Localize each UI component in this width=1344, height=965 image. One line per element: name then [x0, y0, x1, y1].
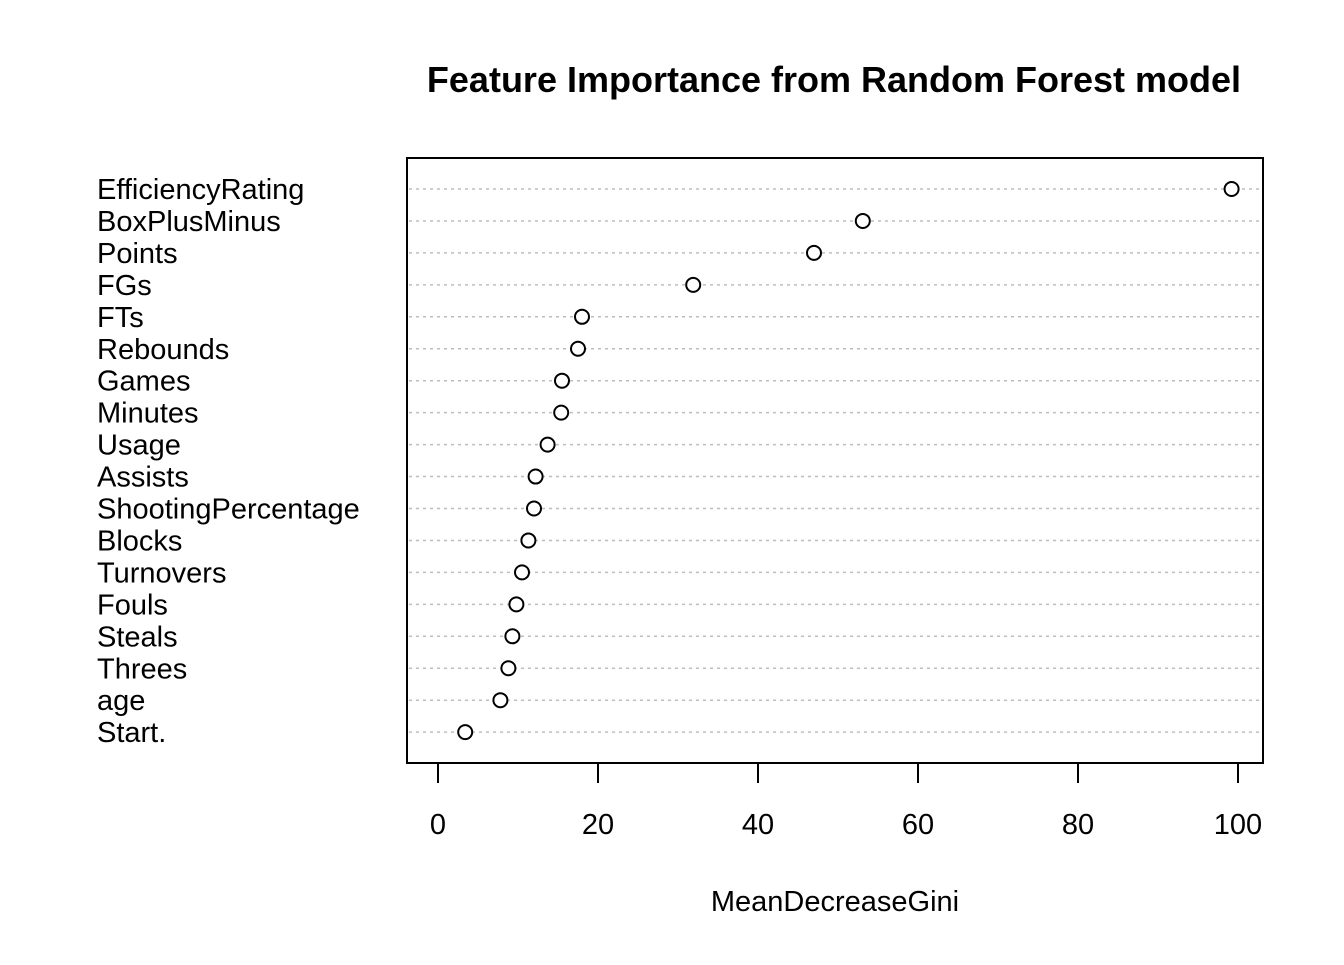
category-label: Blocks — [97, 525, 182, 557]
data-point — [504, 628, 521, 645]
category-label: FGs — [97, 270, 152, 302]
category-label: Minutes — [97, 398, 199, 430]
data-point — [526, 500, 542, 517]
data-point — [1223, 181, 1240, 197]
category-label: Fouls — [97, 589, 168, 621]
data-point — [520, 532, 537, 549]
category-label: FTs — [97, 302, 144, 334]
category-label: BoxPlusMinus — [97, 206, 281, 238]
grid-lines — [409, 188, 1261, 733]
category-label: ShootingPercentage — [97, 494, 360, 526]
data-point — [492, 692, 509, 709]
data-point — [574, 308, 590, 325]
category-label: Threes — [97, 653, 187, 685]
chart-title: Feature Importance from Random Forest mo… — [427, 59, 1241, 100]
x-tick-label: 100 — [1214, 809, 1262, 841]
category-label: Steals — [97, 621, 178, 653]
data-point — [527, 468, 544, 485]
category-label: age — [97, 685, 145, 717]
x-tick-label: 0 — [430, 809, 446, 841]
data-point — [457, 724, 474, 741]
category-labels: EfficiencyRatingBoxPlusMinusPointsFGsFTs… — [97, 174, 360, 749]
category-label: Rebounds — [97, 334, 229, 366]
x-axis-title: MeanDecreaseGini — [711, 886, 959, 918]
x-tick-label: 20 — [582, 809, 614, 841]
category-label: Turnovers — [97, 557, 226, 589]
x-tick-label: 40 — [742, 809, 774, 841]
data-point — [685, 276, 702, 293]
data-point — [514, 564, 530, 581]
data-point — [554, 372, 570, 389]
category-label: Usage — [97, 430, 181, 462]
data-point — [854, 212, 871, 229]
data-point — [570, 340, 586, 357]
category-label: EfficiencyRating — [97, 174, 304, 206]
x-tick-label: 60 — [902, 809, 934, 841]
x-tick-label: 80 — [1062, 809, 1094, 841]
category-label: Points — [97, 238, 178, 270]
plot-frame — [406, 157, 1264, 764]
data-point — [806, 244, 822, 261]
x-axis: 0 20 40 60 80 100 — [430, 762, 1262, 841]
data-point — [539, 436, 556, 453]
category-label: Start. — [97, 717, 166, 749]
category-label: Assists — [97, 462, 189, 494]
category-label: Games — [97, 366, 190, 398]
data-points — [457, 181, 1240, 741]
data-point — [500, 660, 517, 677]
data-point — [553, 404, 570, 421]
data-point — [508, 596, 525, 613]
